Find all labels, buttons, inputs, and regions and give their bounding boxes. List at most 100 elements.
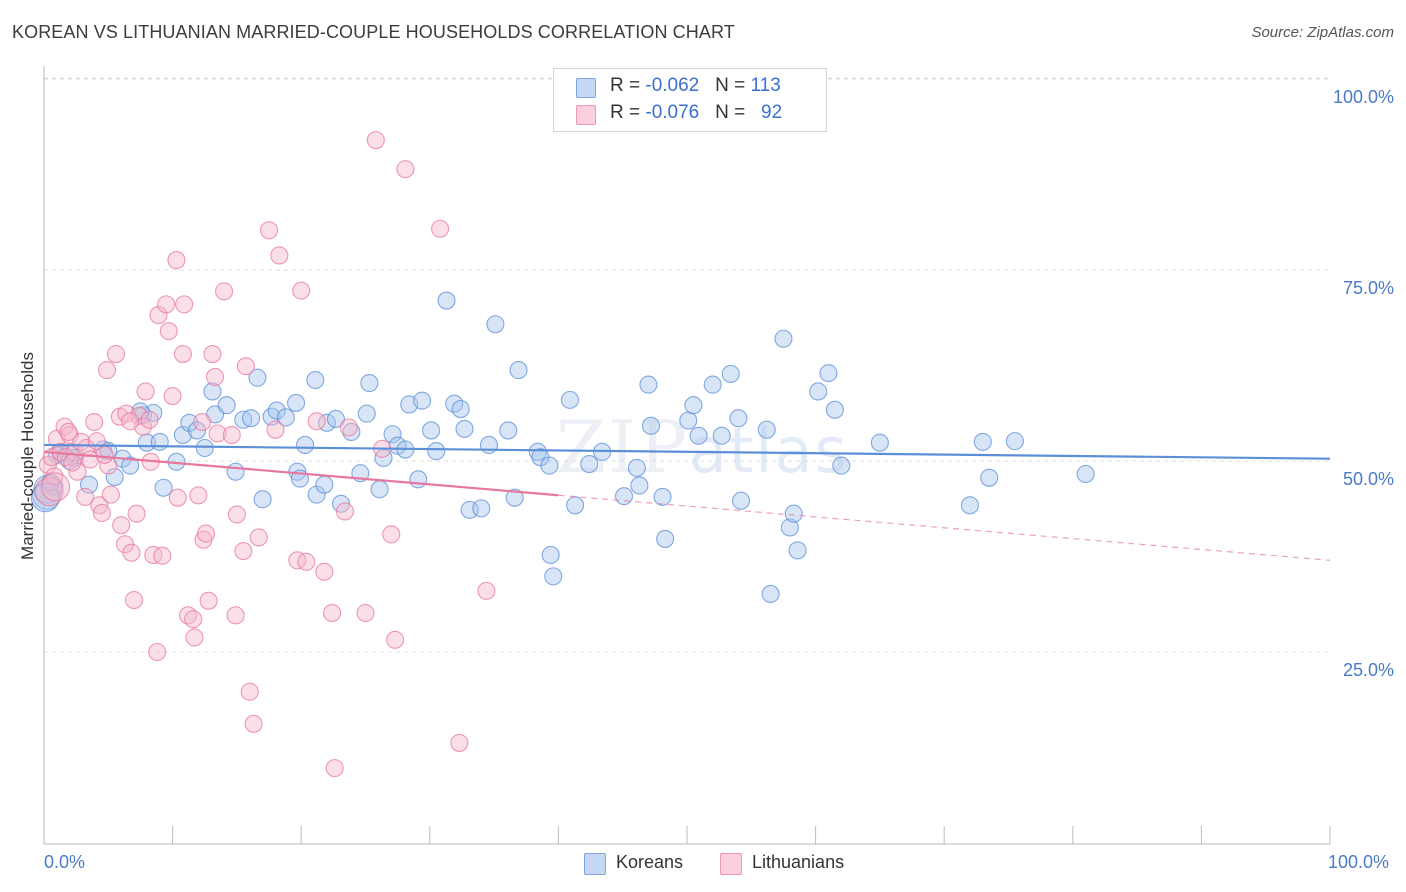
point-lithuanians [130,406,149,425]
point-koreans [1005,432,1024,451]
point-koreans [154,478,173,497]
point-lithuanians [153,546,172,565]
point-lithuanians [208,424,227,443]
legend-label-koreans: Koreans [616,852,684,872]
point-koreans [819,364,838,383]
point-koreans [721,364,740,383]
point-koreans [774,329,793,348]
legend-n-value-koreans: 113 [750,75,781,96]
point-lithuanians [184,610,203,629]
legend-r-value-koreans: -0.062 [645,75,700,96]
point-koreans [287,393,306,412]
point-koreans [383,425,402,444]
point-koreans [357,404,376,423]
point-lithuanians [68,462,87,481]
point-koreans [653,487,672,506]
point-koreans [451,399,470,419]
point-lithuanians [323,603,342,623]
point-lithuanians [234,542,253,561]
point-lithuanians [307,412,326,431]
point-lithuanians [121,412,140,431]
x-tick-label-min: 0.0% [44,852,86,872]
point-lithuanians [240,682,259,701]
point-koreans [413,391,432,410]
point-koreans [267,401,286,420]
point-koreans [832,456,851,475]
point-koreans [486,315,505,334]
point-lithuanians [189,486,208,505]
point-lithuanians [112,516,131,535]
point-lithuanians [386,630,405,649]
point-koreans [306,370,325,390]
point-koreans [973,432,992,451]
legend-r-value-lithuanians: -0.076 [645,102,700,123]
legend-n-label: N = [715,75,751,96]
point-koreans [105,467,124,487]
point-koreans [731,491,751,510]
point-lithuanians [270,246,289,265]
legend-swatch-koreans [584,853,606,875]
x-tick-label-max: 100.0% [1328,852,1390,872]
point-lithuanians [335,502,354,521]
point-lithuanians [63,453,82,472]
point-lithuanians [106,344,126,364]
point-koreans [630,476,649,495]
y-tick-label-25: 25.0% [1342,660,1394,680]
point-koreans [780,518,799,537]
point-lithuanians [292,281,311,300]
point-lithuanians [196,524,216,543]
point-koreans [870,433,889,452]
point-lithuanians [431,219,450,238]
point-lithuanians [315,562,334,581]
point-lithuanians [60,425,79,445]
legend-label-lithuanians: Lithuanians [752,852,845,872]
point-lithuanians [168,488,187,507]
legend-n-label: N = [715,102,751,123]
legend-swatch-lithuanians [720,853,742,875]
point-lithuanians [325,759,344,778]
point-lithuanians [214,282,234,301]
point-koreans [234,410,253,429]
point-koreans [544,567,563,586]
point-lithuanians [297,552,316,571]
point-lithuanians [222,425,241,445]
point-lithuanians [124,590,144,610]
point-koreans [370,480,389,499]
point-koreans [150,432,169,451]
point-koreans [253,490,272,509]
point-lithuanians [173,344,192,364]
point-koreans [460,500,479,519]
point-lithuanians [227,505,246,524]
point-koreans [226,462,245,481]
point-lithuanians [159,322,178,341]
point-lithuanians [249,528,268,547]
point-koreans [180,413,199,432]
point-lithuanians [59,422,78,442]
point-koreans [639,375,658,394]
point-koreans [509,361,528,380]
point-koreans [712,426,731,445]
point-lithuanians [203,344,222,364]
point-lithuanians [244,714,263,733]
point-koreans [761,584,780,603]
trendline-extension-lithuanians [558,494,1331,561]
point-koreans [656,529,675,548]
point-koreans [248,368,267,387]
legend-swatch-koreans [576,78,596,98]
point-koreans [580,455,599,474]
point-koreans [499,421,518,440]
point-lithuanians [236,357,255,376]
point-lithuanians [175,295,194,314]
point-koreans [825,400,844,419]
point-lithuanians [259,221,279,240]
point-koreans [541,545,560,565]
point-koreans [505,488,524,507]
point-koreans [455,419,474,438]
point-koreans [437,291,456,310]
point-lithuanians [226,606,245,625]
point-koreans [360,374,379,393]
point-lithuanians [127,504,146,523]
point-koreans [980,468,999,487]
point-koreans [784,504,803,523]
point-lithuanians [136,382,155,401]
